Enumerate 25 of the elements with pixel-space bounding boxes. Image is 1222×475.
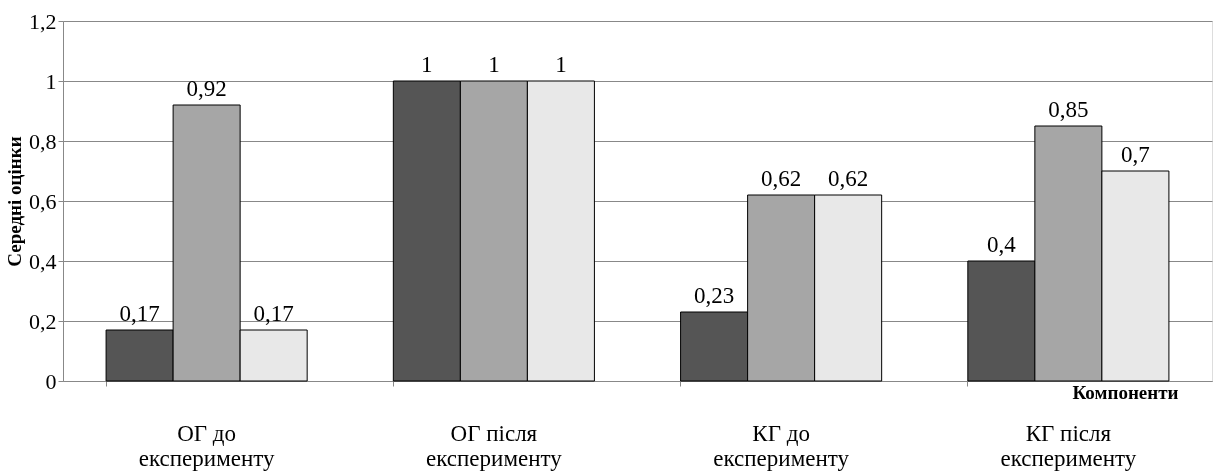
y-tick-label: 0,6 — [29, 188, 57, 214]
y-axis-title: Середні оцінки — [4, 136, 25, 267]
y-tick-label: 0,8 — [29, 128, 57, 154]
x-tick-label: ОГ до експерименту — [138, 420, 275, 471]
data-label: 0,4 — [986, 232, 1017, 257]
data-label: 0,23 — [693, 283, 735, 308]
data-label: 1 — [421, 52, 433, 77]
data-label: 1 — [488, 52, 500, 77]
data-label: 0,85 — [1048, 97, 1089, 122]
data-label: 0,62 — [761, 166, 802, 191]
y-tick-label: 0,2 — [29, 308, 57, 334]
y-tick-label: 1 — [45, 68, 57, 94]
data-label: 0,17 — [119, 301, 160, 326]
data-label: 1 — [555, 52, 567, 77]
data-label: 0,92 — [186, 76, 227, 101]
x-tick-label: КГ до експерименту — [713, 420, 850, 471]
x-tick-label: ОГ після експерименту — [426, 420, 563, 471]
x-tick-label: КГ після експерименту — [1000, 420, 1137, 471]
x-axis-title: Компоненти — [1072, 381, 1179, 403]
data-label: 0,7 — [1121, 142, 1150, 167]
data-label: 0,17 — [253, 301, 294, 326]
data-label: 0,62 — [828, 166, 869, 191]
y-tick-label: 0,4 — [29, 248, 57, 274]
y-tick-label: 1,2 — [29, 8, 57, 34]
y-tick-label: 0 — [45, 368, 57, 394]
